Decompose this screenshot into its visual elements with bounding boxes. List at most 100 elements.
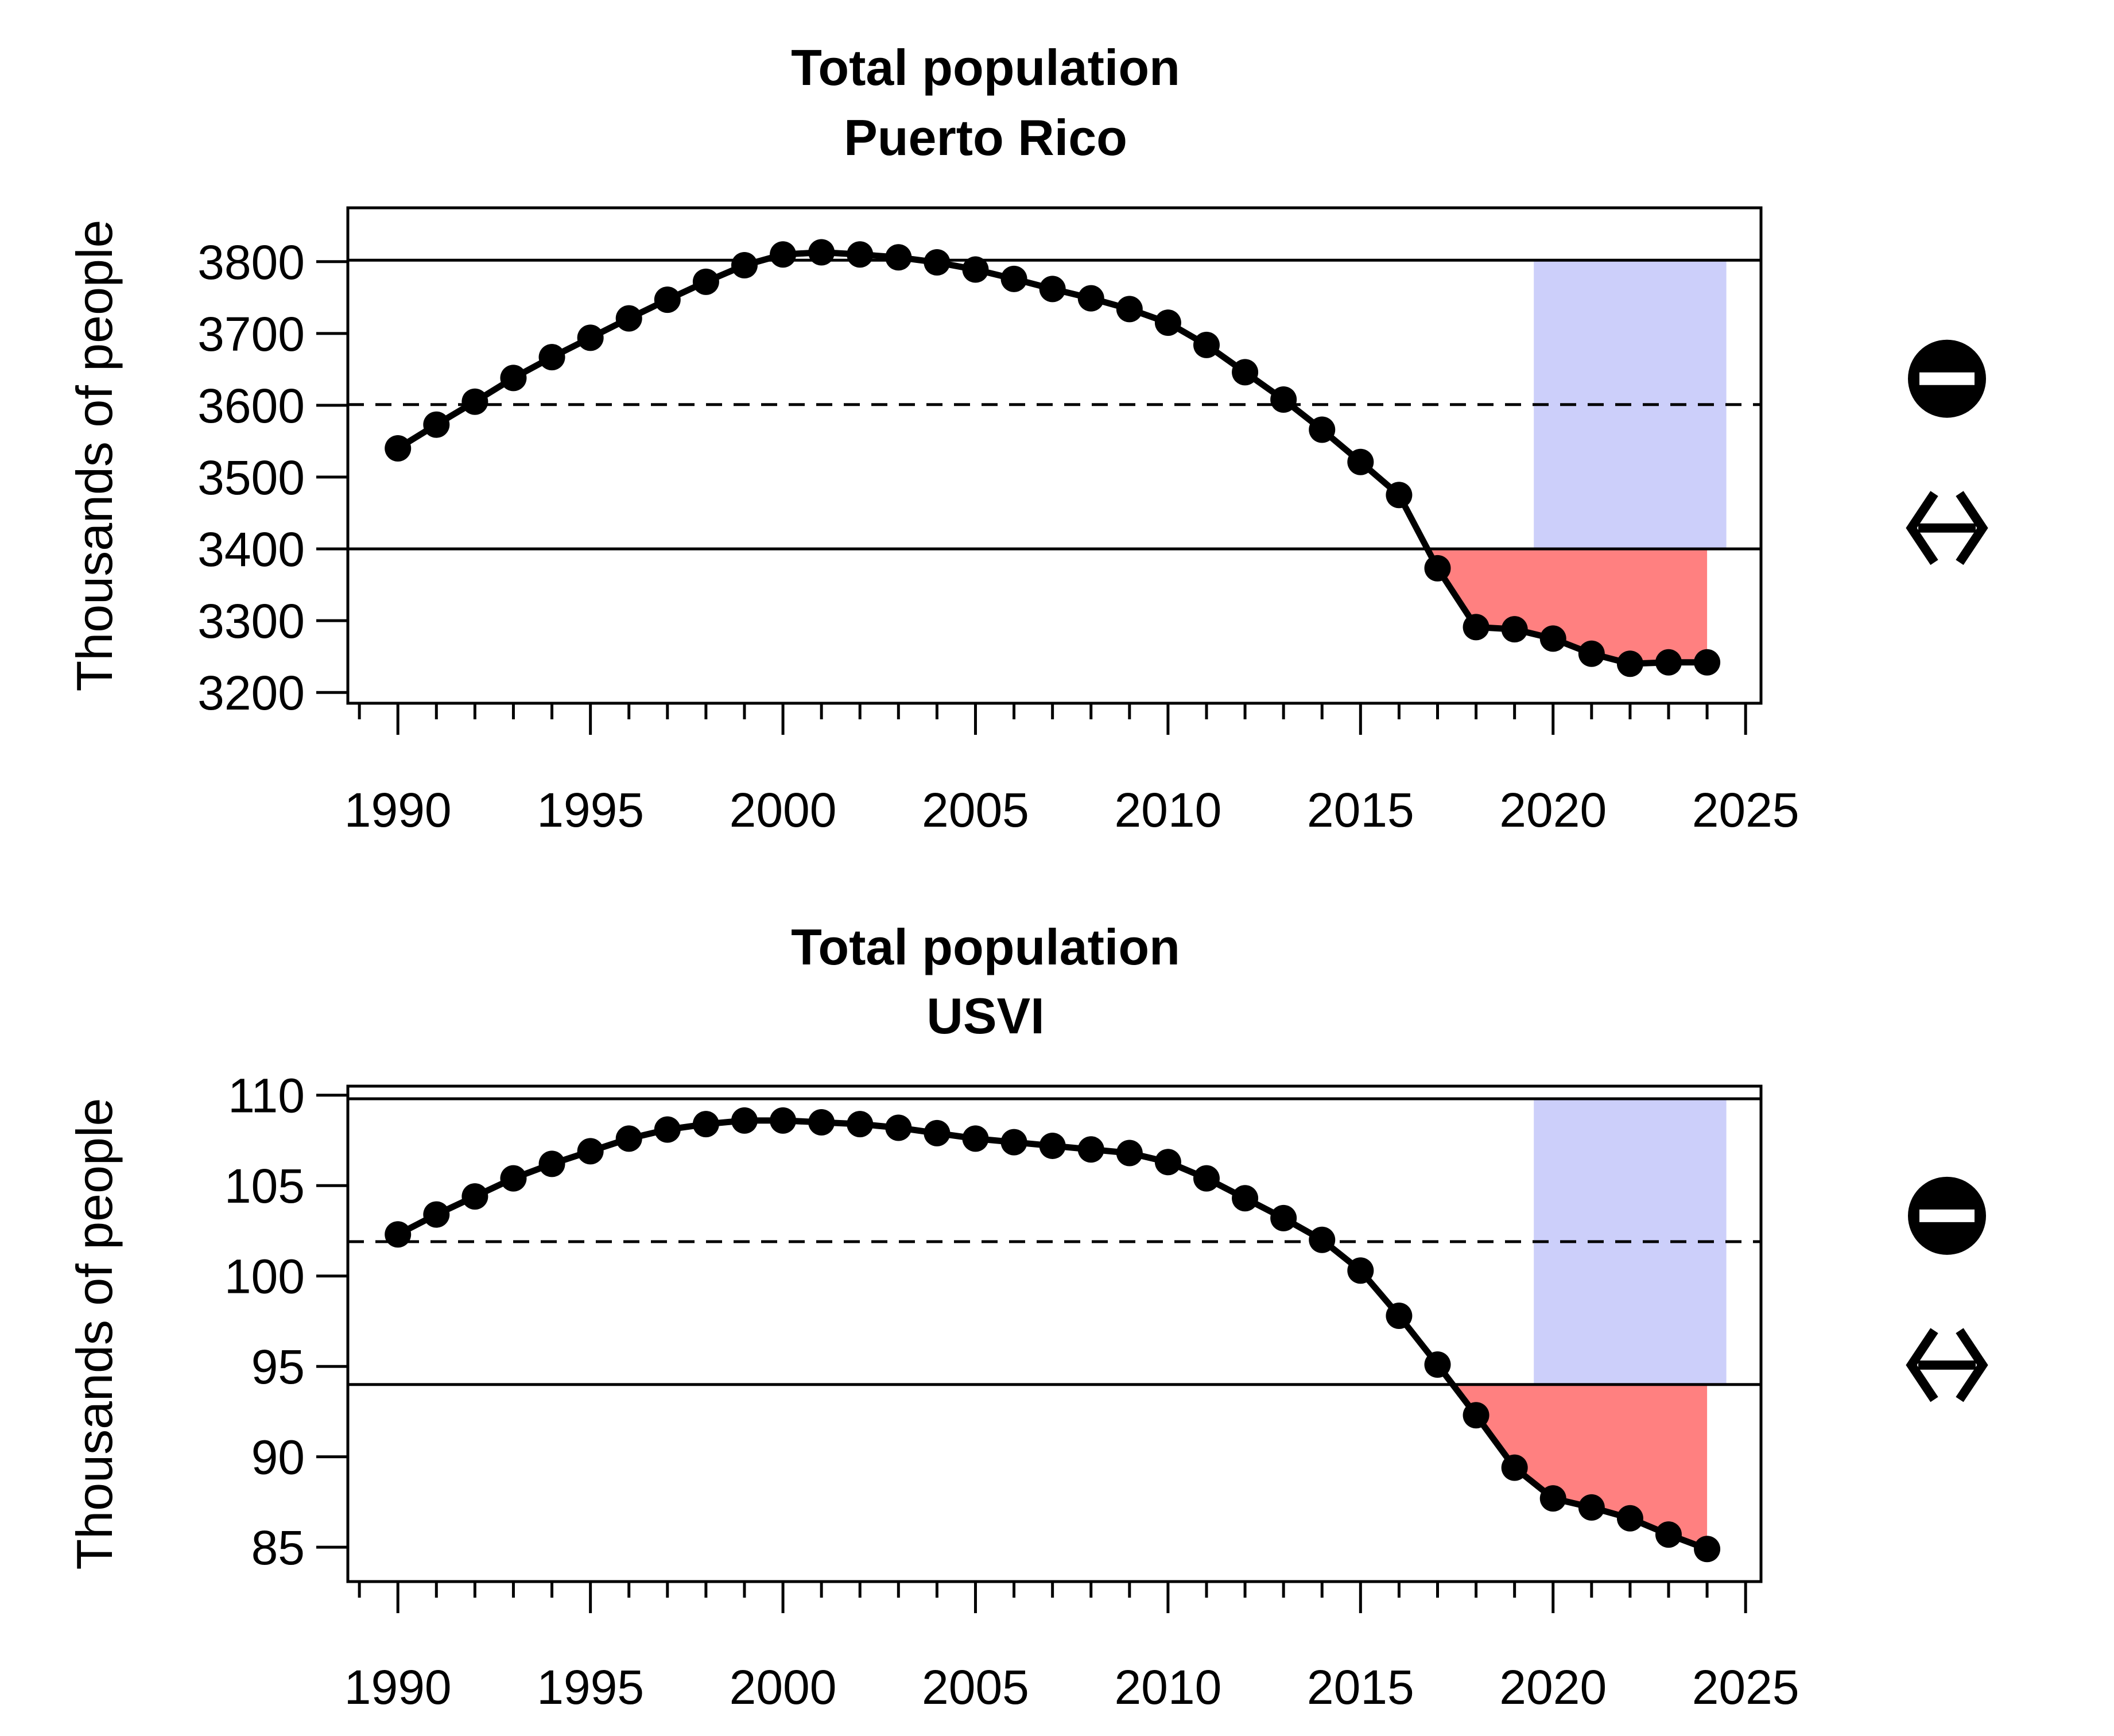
data-point xyxy=(1501,616,1528,643)
data-point xyxy=(1116,296,1143,323)
data-point xyxy=(423,1201,450,1228)
data-point xyxy=(1539,625,1566,652)
data-point xyxy=(962,1125,989,1152)
data-point xyxy=(615,1125,642,1152)
x-tick-label: 2020 xyxy=(1499,1660,1607,1714)
data-point xyxy=(654,286,681,313)
data-point xyxy=(1116,1140,1143,1167)
data-point xyxy=(1501,1454,1528,1481)
data-point xyxy=(731,252,758,279)
data-point xyxy=(1039,276,1066,303)
y-axis-label: Thousands of people xyxy=(66,1098,123,1570)
data-point xyxy=(1154,1149,1181,1176)
y-tick-label: 3600 xyxy=(197,379,305,433)
chart-title: Total population xyxy=(791,919,1180,975)
chart-panel-2: Total population USVI 1990 1995 2000 2005 2010… xyxy=(66,919,1988,1714)
data-point xyxy=(615,305,642,332)
data-point xyxy=(385,1221,412,1248)
data-point xyxy=(1424,1351,1451,1378)
y-tick-label: 95 xyxy=(251,1340,305,1394)
x-tick-label: 1995 xyxy=(537,1660,644,1714)
double-arrow-icon xyxy=(1906,1328,1988,1402)
x-tick-label: 2000 xyxy=(730,783,837,837)
data-point xyxy=(1270,386,1297,413)
double-arrow-icon xyxy=(1906,491,1988,565)
x-tick-label: 2005 xyxy=(922,1660,1029,1714)
data-point xyxy=(1578,640,1605,667)
circle-minus-icon-bar xyxy=(1919,372,1975,385)
below-threshold-area xyxy=(1427,549,1708,664)
data-point xyxy=(692,1111,719,1138)
data-point xyxy=(1694,1536,1721,1563)
data-point xyxy=(1578,1494,1605,1521)
data-point xyxy=(1039,1132,1066,1159)
data-point xyxy=(924,1119,951,1146)
data-point xyxy=(885,244,912,271)
chart-subtitle: USVI xyxy=(926,987,1044,1044)
data-point xyxy=(423,411,450,438)
circle-minus-icon xyxy=(1908,339,1986,418)
data-point xyxy=(461,1183,488,1210)
y-tick-label: 3700 xyxy=(197,307,305,361)
data-point xyxy=(500,1165,527,1192)
plot-frame xyxy=(346,1084,1763,1583)
y-axis-label: Thousands of people xyxy=(66,220,123,692)
data-point xyxy=(1616,1505,1643,1532)
data-point xyxy=(1232,359,1259,386)
data-point xyxy=(461,388,488,415)
x-tick-label: 2015 xyxy=(1307,783,1414,837)
double-arrow-icon-right-head xyxy=(1956,491,1988,565)
data-point xyxy=(731,1107,758,1134)
data-point xyxy=(1232,1185,1259,1212)
y-tick-label: 3800 xyxy=(197,235,305,289)
x-tick-label: 1990 xyxy=(344,1660,452,1714)
data-point xyxy=(1077,1136,1104,1163)
data-point xyxy=(1694,649,1721,676)
data-point xyxy=(924,249,951,276)
circle-minus-icon xyxy=(1908,1176,1986,1255)
y-tick-label: 3400 xyxy=(197,522,305,576)
plot-frame xyxy=(346,206,1763,705)
data-point xyxy=(1463,1402,1490,1429)
data-point xyxy=(847,1111,874,1138)
data-point xyxy=(962,256,989,283)
data-point xyxy=(1077,285,1104,312)
data-point xyxy=(808,1109,835,1136)
chart-panel-1: Total population Puerto Rico 1990 1995 2000 2… xyxy=(66,39,1988,837)
data-point xyxy=(1655,1521,1682,1548)
x-tick-label: 2000 xyxy=(730,1660,837,1714)
data-point xyxy=(808,239,835,266)
y-tick-label: 90 xyxy=(251,1431,305,1485)
chart-subtitle: Puerto Rico xyxy=(844,109,1127,166)
y-tick-label: 3200 xyxy=(197,666,305,720)
data-point xyxy=(1154,309,1181,336)
y-tick-label: 3300 xyxy=(197,594,305,648)
data-point xyxy=(1347,448,1374,475)
y-tick-label: 85 xyxy=(251,1521,305,1575)
y-tick-label: 3500 xyxy=(197,451,305,505)
x-tick-label: 2020 xyxy=(1499,783,1607,837)
data-point xyxy=(1424,555,1451,582)
double-arrow-icon-left-head xyxy=(1906,491,1938,565)
x-tick-label: 2015 xyxy=(1307,1660,1414,1714)
x-tick-label: 2010 xyxy=(1114,1660,1221,1714)
data-point xyxy=(538,1150,565,1177)
data-point xyxy=(1193,331,1220,358)
y-tick-label: 110 xyxy=(228,1069,305,1123)
data-point xyxy=(1616,650,1643,677)
y-tick-label: 100 xyxy=(224,1250,305,1304)
x-tick-label: 2025 xyxy=(1692,1660,1799,1714)
double-arrow-icon-left-head xyxy=(1906,1328,1938,1402)
data-point xyxy=(500,365,527,392)
data-point xyxy=(1386,1303,1413,1330)
data-point xyxy=(770,241,797,268)
x-tick-label: 2025 xyxy=(1692,783,1799,837)
data-point xyxy=(1655,649,1682,676)
x-tick-label: 2010 xyxy=(1114,783,1221,837)
data-point xyxy=(538,344,565,371)
data-point xyxy=(654,1116,681,1143)
double-arrow-icon-right-head xyxy=(1956,1328,1988,1402)
data-point xyxy=(1309,1226,1336,1253)
